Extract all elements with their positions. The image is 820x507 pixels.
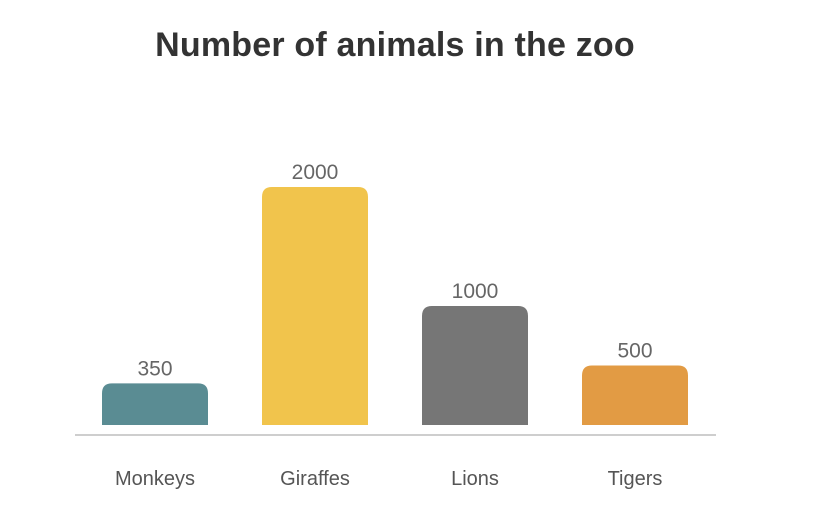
- category-label-monkeys: Monkeys: [115, 468, 195, 490]
- bar-monkeys: [102, 383, 208, 425]
- bar-giraffes: [262, 187, 368, 425]
- chart-title: Number of animals in the zoo: [155, 26, 635, 64]
- bars-layer: [102, 187, 688, 425]
- bar-tigers: [582, 365, 688, 425]
- value-label-tigers: 500: [617, 340, 652, 363]
- value-label-giraffes: 2000: [292, 161, 339, 184]
- value-label-monkeys: 350: [137, 357, 172, 380]
- bar-lions: [422, 306, 528, 425]
- labels-layer: 350 Monkeys 2000 Giraffes 1000 Lions 500 Tigers: [115, 161, 662, 490]
- category-label-lions: Lions: [451, 468, 499, 490]
- category-label-tigers: Tigers: [608, 468, 663, 490]
- category-label-giraffes: Giraffes: [280, 468, 350, 490]
- value-label-lions: 1000: [452, 280, 499, 303]
